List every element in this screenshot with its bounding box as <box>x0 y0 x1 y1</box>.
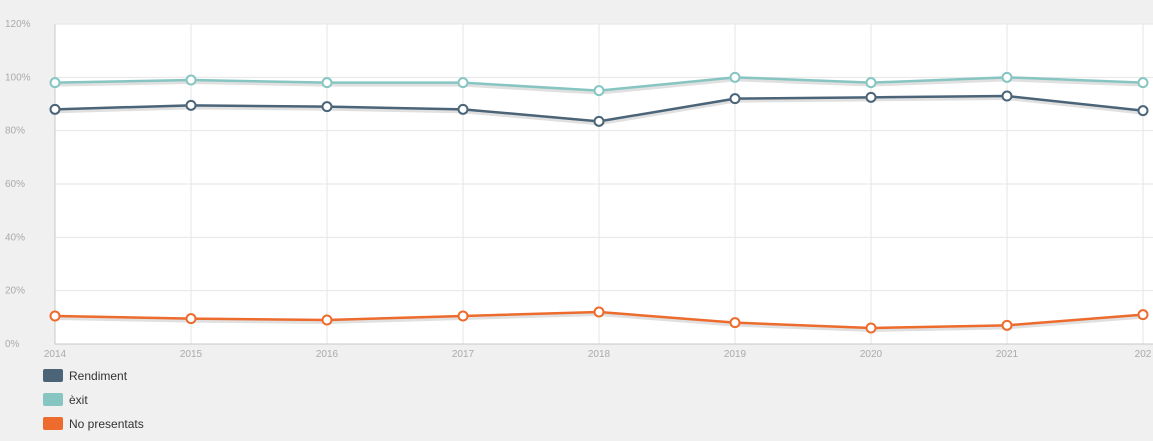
data-point-xit[interactable] <box>49 77 61 89</box>
y-axis-ticks: 0% 20% 40% 60% 80% 100% 120% <box>5 19 31 350</box>
y-tick-label: 120% <box>5 19 31 30</box>
legend-swatch[interactable] <box>43 417 63 430</box>
x-tick-label: 2021 <box>996 349 1019 360</box>
data-point-rendiment[interactable] <box>49 103 61 115</box>
x-tick-label: 2020 <box>860 349 883 360</box>
x-tick-label: 2018 <box>588 349 611 360</box>
data-point-no-presentats[interactable] <box>49 310 61 322</box>
y-tick-label: 0% <box>5 339 20 350</box>
x-tick-label: 2015 <box>180 349 203 360</box>
x-tick-label: 2016 <box>316 349 339 360</box>
x-axis-ticks: 2014 2015 2016 2017 2018 2019 2020 2021 202 <box>44 349 1152 360</box>
legend[interactable]: Rendiment èxit No presentats <box>43 369 144 431</box>
data-point-rendiment[interactable] <box>593 115 605 127</box>
legend-swatch[interactable] <box>43 393 63 406</box>
y-tick-label: 40% <box>5 232 25 243</box>
data-point-xit[interactable] <box>593 85 605 97</box>
data-point-rendiment[interactable] <box>1137 105 1149 117</box>
y-tick-label: 80% <box>5 126 25 137</box>
data-point-rendiment[interactable] <box>1001 90 1013 102</box>
data-point-no-presentats[interactable] <box>457 310 469 322</box>
grid-horizontal <box>55 23 1153 292</box>
data-point-no-presentats[interactable] <box>1137 309 1149 321</box>
x-tick-label: 2017 <box>452 349 475 360</box>
data-point-rendiment[interactable] <box>185 99 197 111</box>
legend-label[interactable]: Rendiment <box>69 369 128 383</box>
x-tick-label: 202 <box>1135 349 1152 360</box>
y-tick-label: 100% <box>5 72 31 83</box>
data-point-no-presentats[interactable] <box>185 313 197 325</box>
data-point-xit[interactable] <box>865 77 877 89</box>
data-point-no-presentats[interactable] <box>1001 319 1013 331</box>
y-tick-label: 60% <box>5 179 25 190</box>
data-point-xit[interactable] <box>457 77 469 89</box>
data-point-rendiment[interactable] <box>457 103 469 115</box>
y-tick-label: 20% <box>5 286 25 297</box>
data-point-xit[interactable] <box>1137 77 1149 89</box>
data-point-no-presentats[interactable] <box>729 317 741 329</box>
legend-label[interactable]: No presentats <box>69 417 144 431</box>
data-point-xit[interactable] <box>185 74 197 86</box>
data-point-xit[interactable] <box>729 71 741 83</box>
x-tick-label: 2014 <box>44 349 67 360</box>
data-point-rendiment[interactable] <box>729 93 741 105</box>
legend-swatch[interactable] <box>43 369 63 382</box>
data-point-rendiment[interactable] <box>321 101 333 113</box>
legend-label[interactable]: èxit <box>69 393 88 407</box>
data-point-no-presentats[interactable] <box>593 306 605 318</box>
data-point-no-presentats[interactable] <box>865 322 877 334</box>
data-point-no-presentats[interactable] <box>321 314 333 326</box>
data-point-xit[interactable] <box>1001 71 1013 83</box>
x-tick-label: 2019 <box>724 349 747 360</box>
data-point-rendiment[interactable] <box>865 91 877 103</box>
data-point-xit[interactable] <box>321 77 333 89</box>
series-points <box>49 71 1149 334</box>
